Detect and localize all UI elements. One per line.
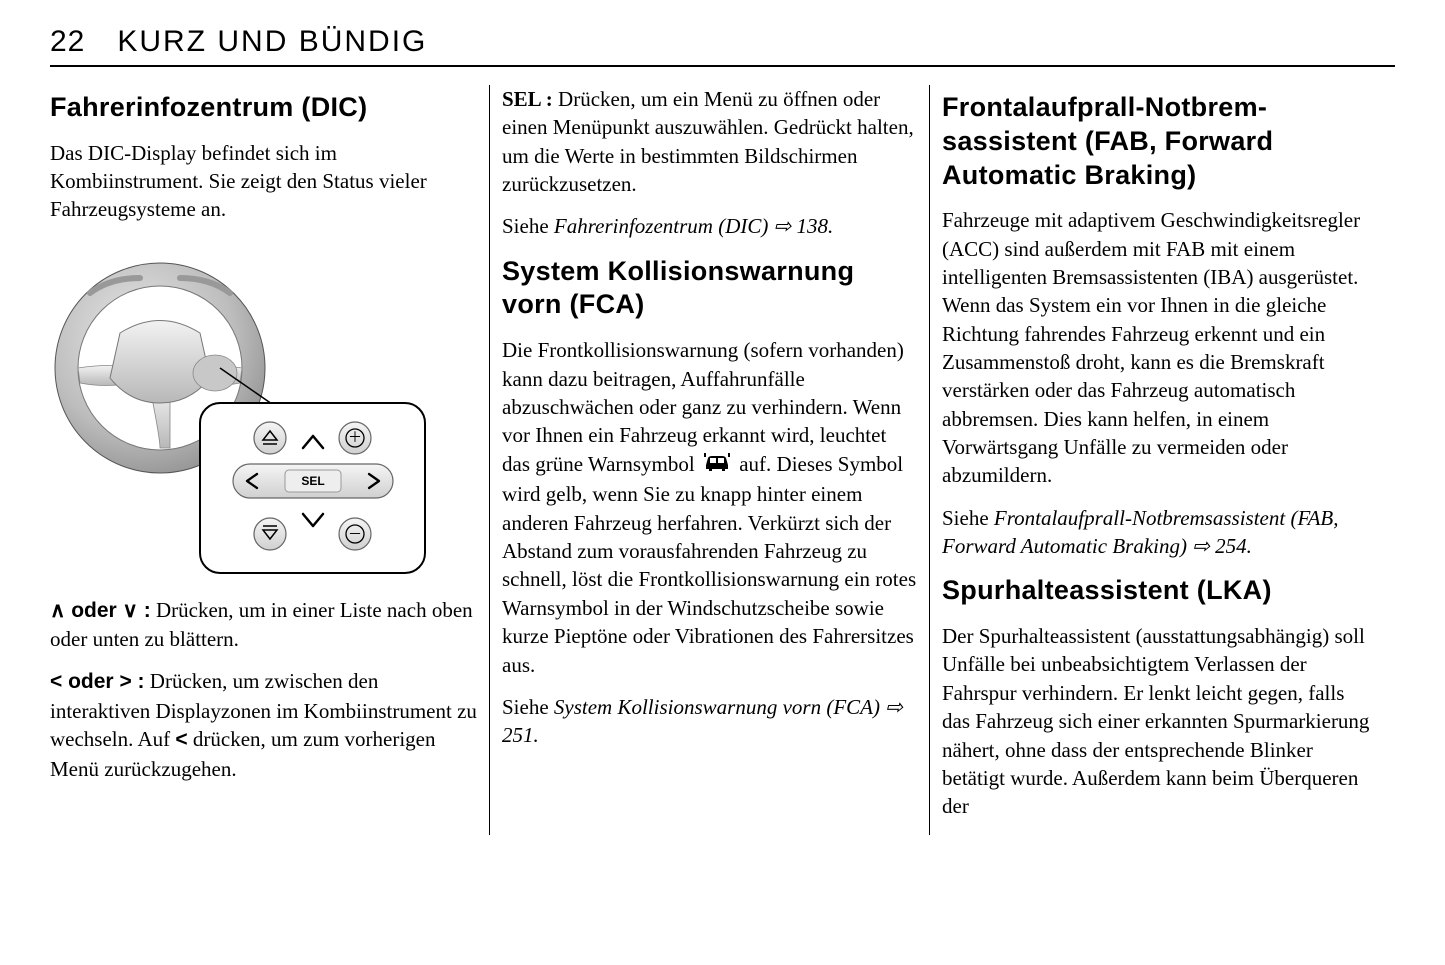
updown-symbols: ∧ oder ∨ : xyxy=(50,599,151,622)
leftright-symbols: < oder > : xyxy=(50,670,145,693)
ref-fab: Siehe Frontalaufprall-Notbremsassistent … xyxy=(942,504,1370,561)
heading-lka: Spurhalteassistent (LKA) xyxy=(942,574,1370,608)
column-1: Fahrerinfozentrum (DIC) Das DIC-Display … xyxy=(50,85,490,835)
ref-fab-b: Frontalaufprall-Notbremsassistent (FAB, … xyxy=(942,506,1338,558)
ref-fab-a: Siehe xyxy=(942,506,994,530)
fab-paragraph: Fahrzeuge mit adaptivem Geschwin­digkeit… xyxy=(942,206,1370,489)
controls-leftright: < oder > : Drücken, um zwischen den inte… xyxy=(50,667,477,782)
controls-updown: ∧ oder ∨ : Drücken, um in einer Liste na… xyxy=(50,596,477,654)
lka-paragraph: Der Spurhalteassistent (ausstattungs­abh… xyxy=(942,622,1370,820)
sel-label: SEL : xyxy=(502,87,553,111)
car-icon xyxy=(702,451,732,480)
ref-dic: Siehe Fahrerinfozentrum (DIC) ⇨ 138. xyxy=(502,212,917,240)
ref-dic-b: Fahrerinfozentrum (DIC) ⇨ 138. xyxy=(554,214,833,238)
column-3: Frontalaufprall-Notbrem­sassistent (FAB,… xyxy=(930,85,1370,835)
page-header: 22 KURZ UND BÜNDIG xyxy=(50,25,1395,67)
left-symbol-inline: < xyxy=(175,728,187,751)
column-2: SEL : Drücken, um ein Menü zu öffnen ode… xyxy=(490,85,930,835)
steering-wheel-illustration: ＋ SEL xyxy=(50,238,430,578)
svg-text:＋: ＋ xyxy=(348,429,362,445)
svg-text:－: － xyxy=(348,526,362,542)
sel-text: Drücken, um ein Menü zu öffnen oder eine… xyxy=(502,87,914,196)
dic-intro: Das DIC-Display befindet sich im Kombiin… xyxy=(50,139,477,224)
steering-wheel-svg: ＋ SEL xyxy=(50,238,430,578)
svg-text:SEL: SEL xyxy=(301,474,324,488)
ref-fca: Siehe System Kollisionswarnung vorn (FCA… xyxy=(502,693,917,750)
fca-text-b: auf. Dieses Symbol wird gelb, wenn Sie z… xyxy=(502,452,916,677)
ref-dic-a: Siehe xyxy=(502,214,554,238)
page-number: 22 xyxy=(50,25,85,59)
ref-fca-a: Siehe xyxy=(502,695,554,719)
heading-fca: System Kollisionswarnung vorn (FCA) xyxy=(502,255,917,323)
ref-fca-b: System Kollisionswarnung vorn (FCA) ⇨ 25… xyxy=(502,695,903,747)
page: 22 KURZ UND BÜNDIG Fahrerinfozentrum (DI… xyxy=(0,0,1445,865)
heading-fab: Frontalaufprall-Notbrem­sassistent (FAB,… xyxy=(942,91,1370,192)
sel-paragraph: SEL : Drücken, um ein Menü zu öffnen ode… xyxy=(502,85,917,198)
content-columns: Fahrerinfozentrum (DIC) Das DIC-Display … xyxy=(50,85,1395,835)
fca-paragraph: Die Frontkollisionswarnung (sofern vorha… xyxy=(502,336,917,679)
heading-dic: Fahrerinfozentrum (DIC) xyxy=(50,91,477,125)
section-title: KURZ UND BÜNDIG xyxy=(117,25,427,59)
